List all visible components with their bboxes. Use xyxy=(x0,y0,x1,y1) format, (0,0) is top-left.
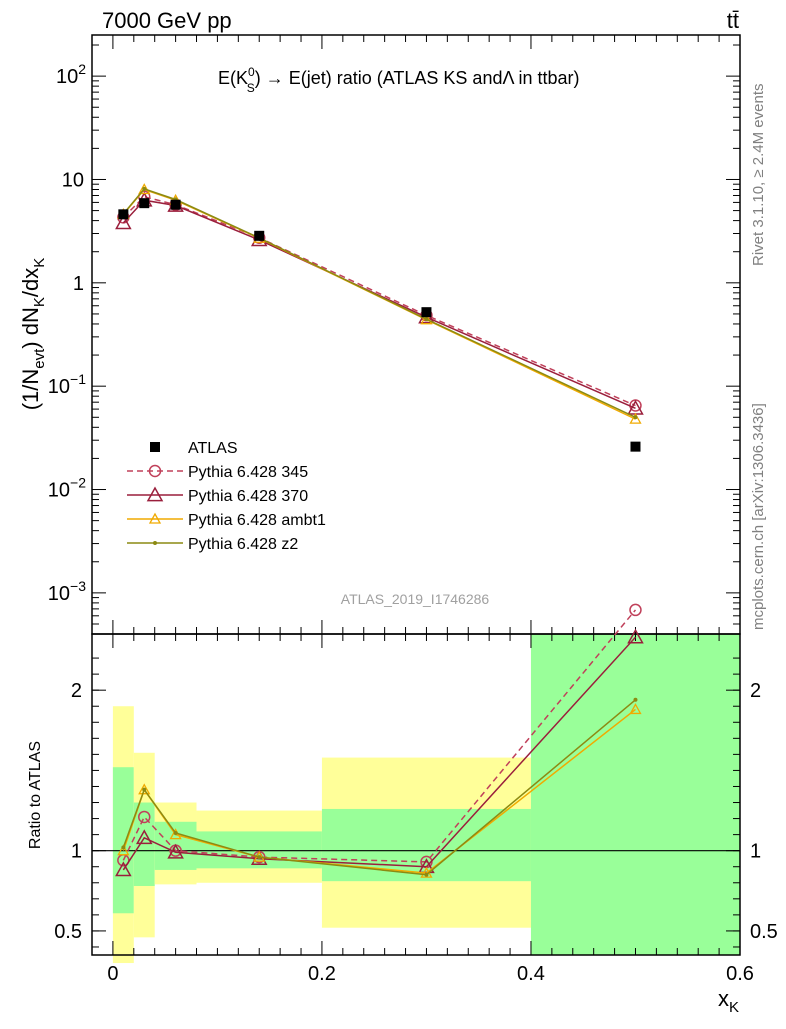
ratio-series-point-2 xyxy=(117,844,130,856)
ratio-series-point-2 xyxy=(629,703,642,715)
header-process-label: tt̄ xyxy=(727,8,739,33)
main-series-point-2 xyxy=(420,313,433,325)
ratio-series-layer xyxy=(115,603,644,878)
ratio-uncertainty-bands xyxy=(112,634,740,964)
title-text: E(K0 S) → E(jet) ratio (ATLAS KS andΛ in … xyxy=(218,65,580,95)
legend-marker-0 xyxy=(148,464,162,478)
legend-label-2: Pythia 6.428 ambt1 xyxy=(188,512,326,529)
main-panel-title: E(K0 S) → E(jet) ratio (ATLAS KS andΛ in … xyxy=(218,65,580,95)
data-point xyxy=(421,307,432,318)
ratio-series-line-3 xyxy=(122,699,636,876)
data-point xyxy=(118,209,129,220)
ratio-ytick-label-right: 0.5 xyxy=(750,921,778,943)
mcplots-reference-label: mcplots.cern.ch [arXiv:1306.3436] xyxy=(750,403,767,630)
main-series-line-2 xyxy=(122,188,636,420)
legend-marker-2 xyxy=(148,512,162,524)
main-series-point-3 xyxy=(424,317,429,322)
ratio-series-point-3 xyxy=(633,697,638,702)
band-inner-5 xyxy=(530,634,740,955)
legend-label-3: Pythia 6.428 z2 xyxy=(188,536,298,553)
ratio-xtick-label: 0.4 xyxy=(517,963,545,985)
legend-label-1: Pythia 6.428 370 xyxy=(188,488,308,505)
legend-marker-1 xyxy=(146,486,164,502)
data-point xyxy=(630,441,641,452)
ratio-xlabel: xK xyxy=(718,986,739,1016)
legend-label-0: Pythia 6.428 345 xyxy=(188,464,308,481)
ratio-ylabel: Ratio to ATLAS xyxy=(27,741,44,849)
rivet-version-label: Rivet 3.1.10, ≥ 2.4M events xyxy=(750,84,767,267)
ratio-ytick-label-left: 0.5 xyxy=(54,921,82,943)
ratio-series-point-3 xyxy=(424,872,429,877)
data-point xyxy=(254,230,265,241)
main-ytick-label: 10−2 xyxy=(48,475,86,502)
ratio-series-point-2 xyxy=(138,783,151,795)
ratio-series-point-3 xyxy=(142,787,147,792)
ratio-series-point-3 xyxy=(257,855,262,860)
main-ylabel: (1/Nevt) dNK/dxK xyxy=(18,258,48,411)
band-inner-4 xyxy=(321,808,531,882)
main-series-point-3 xyxy=(142,186,147,191)
ratio-ytick-label-left: 2 xyxy=(71,680,82,702)
svg-text:(1/Nevt) dNK/dxK: (1/Nevt) dNK/dxK xyxy=(18,258,48,411)
legend-label-data: ATLAS xyxy=(188,440,238,457)
main-ytick-label: 10−1 xyxy=(48,371,86,398)
analysis-id-label: ATLAS_2019_I1746286 xyxy=(341,591,490,607)
main-series-line-1 xyxy=(122,199,636,410)
main-series-point-2 xyxy=(629,412,642,424)
band-inner-0 xyxy=(112,767,134,914)
ratio-series-point-1 xyxy=(135,829,153,845)
ratio-ytick-label-right: 1 xyxy=(750,841,761,863)
main-series-layer xyxy=(115,183,644,452)
ratio-ytick-label-left: 1 xyxy=(71,841,82,863)
ratio-series-point-0 xyxy=(138,810,151,824)
ratio-series-point-1 xyxy=(627,628,644,644)
ratio-series-line-0 xyxy=(122,609,637,863)
ratio-xtick-label: 0.6 xyxy=(726,963,754,985)
main-series-point-3 xyxy=(633,415,638,420)
ratio-panel-frame xyxy=(91,633,741,956)
ratio-series-point-3 xyxy=(173,831,178,836)
main-series-point-1 xyxy=(115,214,132,230)
main-ytick-label: 10 xyxy=(62,169,84,191)
ratio-series-point-3 xyxy=(121,845,126,850)
main-series-line-3 xyxy=(122,188,636,418)
ratio-xtick-label: 0.2 xyxy=(308,963,336,985)
header-energy-label: 7000 GeV pp xyxy=(102,8,232,33)
data-point xyxy=(170,199,181,210)
legend: ATLAS Pythia 6.428 345 Pythia 6.428 370 Pyt… xyxy=(127,440,326,553)
band-inner-1 xyxy=(133,802,155,886)
ratio-ytick-label-right: 2 xyxy=(750,680,761,702)
data-point xyxy=(139,198,150,209)
ratio-series-point-1 xyxy=(167,843,184,859)
main-ytick-label: 10−3 xyxy=(48,578,86,605)
svg-text:xK: xK xyxy=(718,986,739,1016)
ratio-series-point-1 xyxy=(115,861,132,877)
ratio-series-point-0 xyxy=(629,603,642,617)
main-ytick-label: 102 xyxy=(56,61,86,88)
main-ytick-label: 1 xyxy=(73,273,84,295)
ratio-xtick-label: 0 xyxy=(107,963,118,985)
legend-marker-data xyxy=(150,442,160,452)
legend-marker-3 xyxy=(153,541,157,545)
